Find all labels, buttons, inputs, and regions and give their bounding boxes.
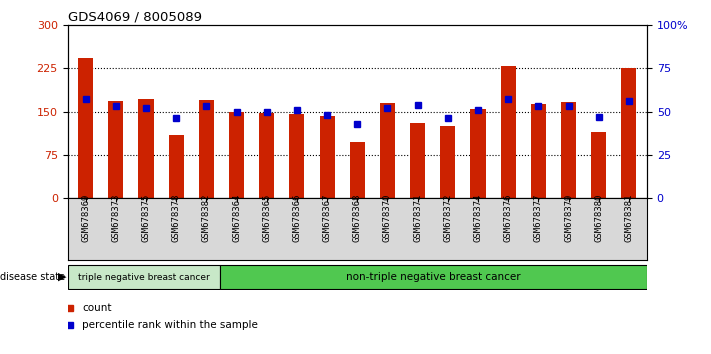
- Bar: [471, 109, 486, 198]
- Bar: [621, 68, 636, 198]
- Bar: [561, 102, 576, 198]
- Bar: [169, 135, 183, 198]
- Bar: [350, 142, 365, 198]
- Bar: [229, 112, 244, 198]
- Text: GDS4069 / 8005089: GDS4069 / 8005089: [68, 11, 201, 24]
- Bar: [531, 104, 546, 198]
- Text: non-triple negative breast cancer: non-triple negative breast cancer: [346, 272, 521, 282]
- Text: ▶: ▶: [58, 272, 67, 282]
- Bar: [591, 132, 606, 198]
- Bar: [289, 114, 304, 198]
- Bar: [380, 103, 395, 198]
- Bar: [108, 101, 124, 198]
- Bar: [440, 126, 455, 198]
- Bar: [139, 99, 154, 198]
- Text: disease state: disease state: [0, 272, 65, 282]
- FancyBboxPatch shape: [220, 265, 647, 289]
- Text: count: count: [82, 303, 112, 313]
- Bar: [78, 58, 93, 198]
- Bar: [410, 123, 425, 198]
- Bar: [319, 115, 335, 198]
- FancyBboxPatch shape: [68, 265, 220, 289]
- Bar: [501, 67, 515, 198]
- Bar: [260, 113, 274, 198]
- Text: percentile rank within the sample: percentile rank within the sample: [82, 320, 258, 330]
- Bar: [199, 100, 214, 198]
- Text: triple negative breast cancer: triple negative breast cancer: [78, 273, 210, 281]
